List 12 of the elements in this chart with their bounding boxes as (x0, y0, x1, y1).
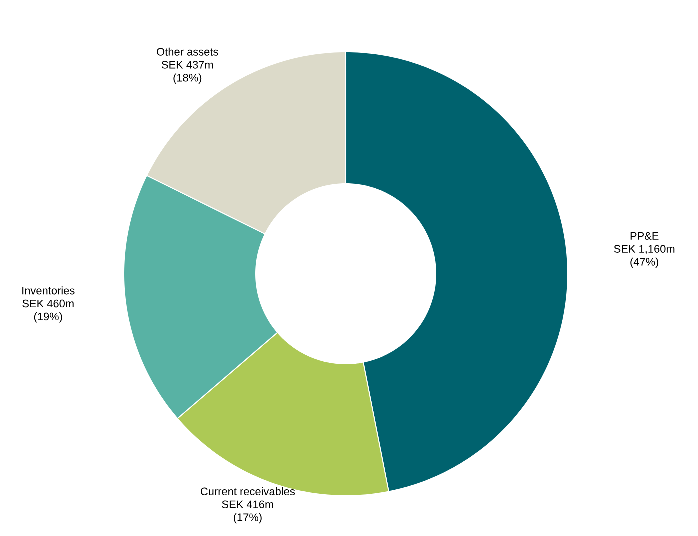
data-label: SEK 416m (222, 500, 274, 508)
slice-label: Current receivables (200, 487, 296, 496)
text: (17%) (234, 513, 262, 524)
text: (18%) (174, 74, 202, 84)
slice-label: Other assets (157, 48, 218, 56)
data-label: SEK 460m (22, 300, 74, 308)
data-label: SEK 437m (162, 61, 214, 69)
slice-label: PP&E (630, 232, 659, 240)
text: (47%) (630, 258, 659, 268)
text: (19%) (34, 312, 62, 323)
data-label: SEK 1,160m (614, 245, 675, 254)
slice-label: Inventories (22, 286, 75, 295)
